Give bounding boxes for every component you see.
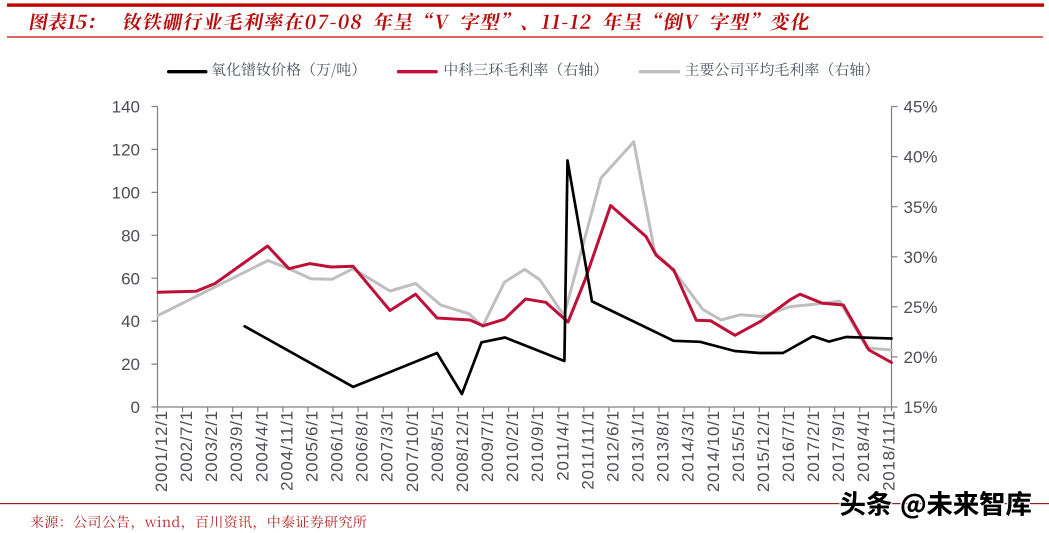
svg-text:2007/3/1: 2007/3/1	[378, 410, 397, 482]
svg-text:2002/7/1: 2002/7/1	[177, 410, 196, 482]
svg-text:2018/4/1: 2018/4/1	[854, 410, 873, 482]
svg-text:2014/10/1: 2014/10/1	[704, 410, 723, 492]
svg-text:2011/4/1: 2011/4/1	[553, 410, 572, 481]
svg-text:2015/5/1: 2015/5/1	[729, 410, 748, 482]
svg-text:2016/7/1: 2016/7/1	[779, 410, 798, 482]
svg-text:60: 60	[121, 269, 140, 288]
svg-text:2015/12/1: 2015/12/1	[754, 410, 773, 492]
svg-text:35%: 35%	[904, 198, 938, 217]
svg-text:2008/12/1: 2008/12/1	[453, 410, 472, 492]
svg-text:2004/4/1: 2004/4/1	[252, 410, 271, 482]
svg-text:2003/9/1: 2003/9/1	[227, 410, 246, 482]
svg-text:25%: 25%	[904, 298, 938, 317]
svg-text:2011/11/1: 2011/11/1	[578, 410, 597, 489]
svg-text:2006/8/1: 2006/8/1	[353, 410, 372, 482]
svg-text:2004/11/1: 2004/11/1	[277, 410, 296, 491]
svg-text:2017/9/1: 2017/9/1	[829, 410, 848, 482]
svg-text:2008/5/1: 2008/5/1	[428, 410, 447, 482]
svg-text:40%: 40%	[904, 148, 938, 167]
svg-text:2001/12/1: 2001/12/1	[152, 410, 171, 492]
svg-text:2012/6/1: 2012/6/1	[603, 410, 622, 482]
svg-text:2006/1/1: 2006/1/1	[328, 410, 347, 482]
svg-text:0: 0	[131, 398, 140, 417]
svg-text:2005/6/1: 2005/6/1	[302, 410, 321, 482]
svg-text:2013/8/1: 2013/8/1	[654, 410, 673, 482]
svg-text:20%: 20%	[904, 348, 938, 367]
svg-text:2007/10/1: 2007/10/1	[403, 410, 422, 492]
svg-text:2010/2/1: 2010/2/1	[503, 410, 522, 482]
svg-text:120: 120	[112, 141, 140, 160]
svg-text:2013/1/1: 2013/1/1	[629, 410, 648, 482]
svg-text:45%: 45%	[904, 98, 938, 117]
svg-text:80: 80	[121, 226, 140, 245]
svg-text:140: 140	[112, 98, 140, 117]
svg-text:100: 100	[112, 184, 140, 203]
svg-text:2003/2/1: 2003/2/1	[202, 410, 221, 482]
svg-text:2017/2/1: 2017/2/1	[804, 410, 823, 482]
svg-text:30%: 30%	[904, 248, 938, 267]
svg-text:2009/7/1: 2009/7/1	[478, 410, 497, 482]
svg-text:2010/9/1: 2010/9/1	[528, 410, 547, 482]
svg-text:20: 20	[121, 355, 140, 374]
svg-text:40: 40	[121, 312, 140, 331]
svg-text:15%: 15%	[904, 398, 938, 417]
svg-text:2014/3/1: 2014/3/1	[679, 410, 698, 482]
svg-text:2018/11/1: 2018/11/1	[879, 410, 898, 491]
